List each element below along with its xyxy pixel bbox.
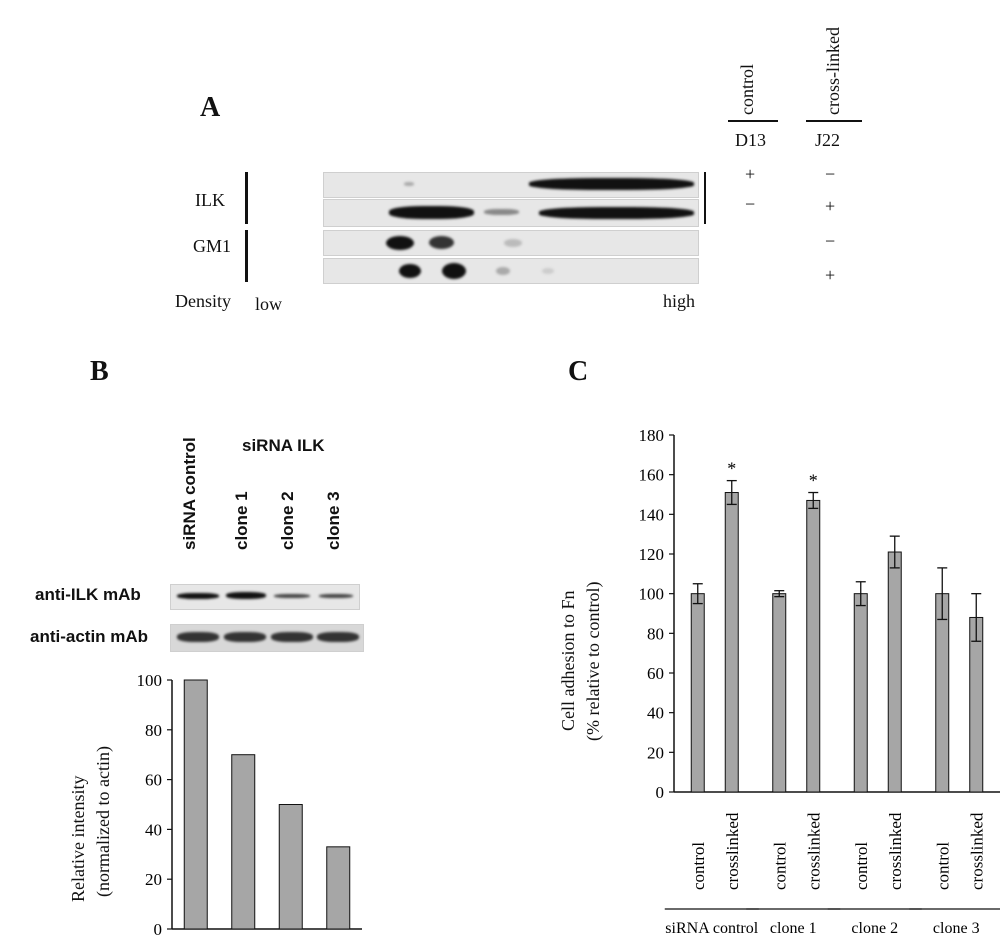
sign-d13-1: +: [745, 164, 756, 184]
lane-label-clone-1: clone 1: [232, 491, 251, 550]
chart-c-category-label-0-1: crosslinked: [723, 812, 742, 890]
anti-actin-blot: [170, 624, 364, 652]
chart-c-ytick-label-7: 140: [639, 505, 665, 524]
chart-c-category-label-2-1: crosslinked: [886, 812, 905, 890]
chart-b-ytick-label-3: 60: [145, 771, 162, 790]
chart-c-significance-0-1: *: [727, 459, 736, 479]
chart-c-group-label-3: clone 3: [933, 920, 980, 937]
gm1-bracket: [245, 230, 248, 282]
col-header-cross-linked: cross-linked: [823, 27, 843, 115]
blot-label-anti-ilk: anti-ILK mAb: [35, 585, 141, 604]
chart-c-category-label-3-0: control: [933, 842, 952, 890]
gm1-blot-strip-1: [323, 230, 699, 256]
lane-label-clone-3: clone 3: [324, 491, 343, 550]
chart-b-bar-2: [278, 804, 303, 930]
sign-j22-4: +: [825, 265, 836, 285]
row-label-gm1: GM1: [193, 236, 232, 256]
col-header-rule-cross-linked: [806, 120, 862, 122]
chart-c-category-label-1-1: crosslinked: [804, 812, 823, 890]
chart-c-category-label-2-0: control: [852, 842, 871, 890]
chart-b-ytick-label-1: 20: [145, 870, 162, 889]
chart-c-bar-0-0: [690, 593, 705, 793]
density-high-label: high: [663, 291, 696, 311]
chart-c-bar-0-1: [724, 492, 739, 793]
chart-c-ytick-label-2: 40: [647, 704, 664, 723]
chart-c-category-label-1-0: control: [770, 842, 789, 890]
chart-c-ytick-label-3: 60: [647, 664, 664, 683]
chart-c-ytick-label-1: 20: [647, 743, 664, 762]
chart-c-bar-2-0: [853, 593, 868, 793]
density-low-label: low: [255, 294, 282, 314]
chart-b-bar-3: [326, 846, 351, 930]
col-id-d13: D13: [735, 130, 766, 150]
ilk-blot-strip-2: [323, 199, 699, 227]
ilk-strip-divider: [704, 172, 706, 224]
panel-b-letter: B: [90, 356, 109, 387]
chart-b-ylabel-line1: Relative intensity: [68, 775, 88, 902]
chart-c-group-label-1: clone 1: [770, 920, 817, 937]
chart-b-ylabel-line2: (normalized to actin): [93, 746, 113, 897]
cell-adhesion-chart: 0 20 40 60 80 100 120 140 160 180 control * crosslin…: [639, 426, 1000, 937]
chart-c-ytick-label-8: 160: [639, 466, 665, 485]
chart-c-bar-3-0: [935, 593, 950, 793]
col-header-rule-control: [728, 120, 778, 122]
lane-label-clone-2: clone 2: [278, 491, 297, 550]
panel-c-letter: C: [568, 356, 589, 387]
anti-ilk-blot: [170, 584, 360, 610]
ilk-bracket: [245, 172, 248, 224]
ilk-blot-strip-1: [323, 172, 699, 198]
relative-intensity-chart: 0 20 40 60 80 100: [137, 671, 362, 939]
lane-label-sirna-control: siRNA control: [180, 437, 199, 550]
chart-c-ytick-label-4: 80: [647, 624, 664, 643]
chart-c-ytick-label-5: 100: [639, 585, 665, 604]
chart-b-ytick-label-4: 80: [145, 721, 162, 740]
chart-c-group-label-0: siRNA control: [665, 920, 758, 937]
chart-b-bar-1: [231, 754, 256, 930]
gm1-blot-strip-2: [323, 258, 699, 284]
row-label-ilk: ILK: [195, 190, 225, 210]
chart-c-ylabel-line2: (% relative to control): [583, 581, 603, 741]
chart-c-bar-2-1: [887, 551, 902, 793]
chart-c-category-label-0-0: control: [689, 842, 708, 890]
chart-c-bar-1-1: [806, 499, 821, 793]
chart-c-category-label-3-1: crosslinked: [967, 812, 986, 890]
chart-c-ytick-label-0: 0: [656, 783, 665, 802]
chart-c-ylabel-line1: Cell adhesion to Fn: [558, 590, 578, 732]
chart-c-ytick-label-9: 180: [639, 426, 665, 445]
density-label: Density: [175, 291, 231, 311]
sirna-ilk-group-label: siRNA ILK: [242, 436, 325, 455]
chart-c-group-label-2: clone 2: [851, 920, 898, 937]
chart-c-ytick-label-6: 120: [639, 545, 665, 564]
chart-b-bar-0: [183, 679, 208, 930]
sign-j22-3: −: [825, 231, 836, 251]
panel-a-letter: A: [200, 92, 221, 123]
sign-j22-1: −: [825, 164, 836, 184]
chart-c-bar-3-1: [969, 616, 984, 793]
blot-label-anti-actin: anti-actin mAb: [30, 627, 149, 646]
chart-b-ytick-label-0: 0: [154, 920, 163, 939]
col-header-control: control: [737, 64, 757, 115]
chart-c-significance-1-1: *: [809, 471, 818, 491]
col-id-j22: J22: [815, 130, 841, 150]
sign-d13-2: −: [745, 194, 756, 214]
chart-c-bar-1-0: [772, 593, 787, 793]
sign-j22-2: +: [825, 196, 836, 216]
chart-b-ytick-label-5: 100: [137, 671, 163, 690]
chart-b-ytick-label-2: 40: [145, 820, 162, 839]
